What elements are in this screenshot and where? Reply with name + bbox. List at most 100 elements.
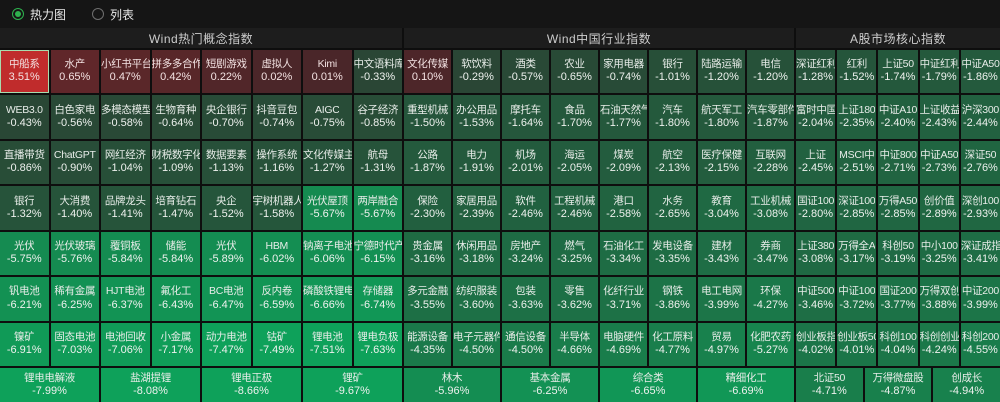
heatmap-cell[interactable]: 沪深300 -2.44%: [960, 95, 1000, 139]
heatmap-cell[interactable]: 精细化工 -6.69%: [698, 367, 794, 402]
heatmap-cell[interactable]: 电信 -1.20%: [747, 50, 794, 94]
heatmap-cell[interactable]: 抖音豆包 -0.74%: [252, 95, 301, 139]
heatmap-cell[interactable]: 深证红利 -1.28%: [796, 50, 836, 94]
heatmap-cell[interactable]: 稀有金属 -6.25%: [50, 277, 99, 321]
heatmap-cell[interactable]: 光伏屋顶 -5.67%: [303, 186, 352, 230]
heatmap-cell[interactable]: 万得微盘股 -4.87%: [864, 367, 932, 402]
heatmap-cell[interactable]: WEB3.0 -0.43%: [0, 95, 49, 139]
heatmap-cell[interactable]: 化工原料 -4.77%: [649, 322, 696, 366]
heatmap-cell[interactable]: HBM -6.02%: [252, 231, 301, 276]
heatmap-cell[interactable]: 中证100 -3.72%: [837, 277, 877, 321]
heatmap-cell[interactable]: 白色家电 -0.56%: [50, 95, 99, 139]
heatmap-cell[interactable]: 小红书平台 0.47%: [101, 50, 150, 94]
heatmap-cell[interactable]: 环保 -4.27%: [747, 277, 794, 321]
heatmap-cell[interactable]: 中证A50 -1.86%: [960, 50, 1000, 94]
heatmap-cell[interactable]: 数据要素 -1.13%: [202, 140, 251, 185]
heatmap-cell[interactable]: 航空 -2.13%: [649, 140, 696, 185]
heatmap-cell[interactable]: 综合类 -6.65%: [600, 367, 696, 402]
heatmap-cell[interactable]: 电工电网 -3.99%: [698, 277, 745, 321]
heatmap-cell[interactable]: 陆路运输 -1.20%: [698, 50, 745, 94]
heatmap-cell[interactable]: 上证 -2.45%: [796, 140, 836, 185]
heatmap-cell[interactable]: 国证100 -2.80%: [796, 186, 836, 230]
heatmap-cell[interactable]: 工业机械 -3.08%: [747, 186, 794, 230]
heatmap-cell[interactable]: 锂电电解液 -7.99%: [0, 367, 99, 402]
heatmap-cell[interactable]: 镍矿 -6.91%: [0, 322, 49, 366]
heatmap-cell[interactable]: 锂电池 -7.51%: [303, 322, 352, 366]
heatmap-cell[interactable]: 银行 -1.01%: [649, 50, 696, 94]
heatmap-cell[interactable]: 医疗保健 -2.15%: [698, 140, 745, 185]
heatmap-cell[interactable]: 深证成指 -3.41%: [960, 231, 1000, 276]
heatmap-cell[interactable]: 大消费 -1.40%: [50, 186, 99, 230]
heatmap-cell[interactable]: 家居用品 -2.39%: [453, 186, 500, 230]
heatmap-cell[interactable]: 中证A10 -2.40%: [878, 95, 918, 139]
heatmap-cell[interactable]: 化纤行业 -3.71%: [600, 277, 647, 321]
heatmap-cell[interactable]: 煤炭 -2.09%: [600, 140, 647, 185]
heatmap-cell[interactable]: 小金属 -7.17%: [151, 322, 200, 366]
heatmap-cell[interactable]: 互联网 -2.28%: [747, 140, 794, 185]
heatmap-cell[interactable]: Kimi 0.01%: [303, 50, 352, 94]
heatmap-cell[interactable]: 锂电负极 -7.63%: [353, 322, 402, 366]
heatmap-cell[interactable]: 宁德时代产 -6.15%: [353, 231, 402, 276]
heatmap-cell[interactable]: 教育 -3.04%: [698, 186, 745, 230]
heatmap-cell[interactable]: 港口 -2.58%: [600, 186, 647, 230]
heatmap-cell[interactable]: 万得双创 -3.88%: [919, 277, 959, 321]
heatmap-cell[interactable]: 固态电池 -7.03%: [50, 322, 99, 366]
heatmap-cell[interactable]: 重型机械 -1.50%: [404, 95, 451, 139]
heatmap-cell[interactable]: 直播带货 -0.86%: [0, 140, 49, 185]
heatmap-cell[interactable]: 锂电正极 -8.66%: [202, 367, 301, 402]
heatmap-cell[interactable]: 磷酸铁锂电 -6.66%: [303, 277, 352, 321]
heatmap-cell[interactable]: 林木 -5.96%: [404, 367, 500, 402]
heatmap-cell[interactable]: 生物育种 -0.64%: [151, 95, 200, 139]
heatmap-cell[interactable]: 钒电池 -6.21%: [0, 277, 49, 321]
heatmap-cell[interactable]: HJT电池 -6.37%: [101, 277, 150, 321]
heatmap-cell[interactable]: 央企 -1.52%: [202, 186, 251, 230]
heatmap-cell[interactable]: 电子元器件 -4.50%: [453, 322, 500, 366]
heatmap-cell[interactable]: 科创200 -4.55%: [960, 322, 1000, 366]
heatmap-cell[interactable]: 深创100 -2.93%: [960, 186, 1000, 230]
heatmap-cell[interactable]: 科创创业 -4.24%: [919, 322, 959, 366]
heatmap-cell[interactable]: 万得A50 -2.85%: [878, 186, 918, 230]
heatmap-cell[interactable]: 中船系 3.51%: [0, 50, 49, 94]
heatmap-cell[interactable]: 汽车零部件 -1.87%: [747, 95, 794, 139]
heatmap-cell[interactable]: 储能 -5.84%: [151, 231, 200, 276]
heatmap-cell[interactable]: 上证50 -1.74%: [878, 50, 918, 94]
heatmap-cell[interactable]: 中文语料库 -0.33%: [353, 50, 402, 94]
heatmap-cell[interactable]: MSCI中 -2.51%: [837, 140, 877, 185]
heatmap-cell[interactable]: 电力 -1.91%: [453, 140, 500, 185]
heatmap-cell[interactable]: 酒类 -0.57%: [502, 50, 549, 94]
heatmap-cell[interactable]: 工程机械 -2.46%: [551, 186, 598, 230]
heatmap-cell[interactable]: ChatGPT -0.90%: [50, 140, 99, 185]
heatmap-cell[interactable]: 休闲用品 -3.18%: [453, 231, 500, 276]
heatmap-cell[interactable]: 富时中国 -2.04%: [796, 95, 836, 139]
heatmap-cell[interactable]: 汽车 -1.80%: [649, 95, 696, 139]
heatmap-cell[interactable]: 光伏 -5.75%: [0, 231, 49, 276]
heatmap-cell[interactable]: 创业板50 -4.01%: [837, 322, 877, 366]
heatmap-cell[interactable]: 拼多多合作 0.42%: [151, 50, 200, 94]
heatmap-cell[interactable]: 科创100 -4.04%: [878, 322, 918, 366]
heatmap-cell[interactable]: 机场 -2.01%: [502, 140, 549, 185]
heatmap-cell[interactable]: 水产 0.65%: [50, 50, 99, 94]
heatmap-cell[interactable]: 操作系统 -1.16%: [252, 140, 301, 185]
heatmap-cell[interactable]: 两岸融合 -5.67%: [353, 186, 402, 230]
heatmap-cell[interactable]: 上证收益 -2.43%: [919, 95, 959, 139]
heatmap-cell[interactable]: 家用电器 -0.74%: [600, 50, 647, 94]
heatmap-cell[interactable]: 红利 -1.52%: [837, 50, 877, 94]
heatmap-cell[interactable]: 宇树机器人 -1.58%: [252, 186, 301, 230]
heatmap-cell[interactable]: 多元金融 -3.55%: [404, 277, 451, 321]
heatmap-cell[interactable]: 钢铁 -3.86%: [649, 277, 696, 321]
heatmap-cell[interactable]: 上证380 -3.08%: [796, 231, 836, 276]
heatmap-cell[interactable]: 通信设备 -4.50%: [502, 322, 549, 366]
heatmap-cell[interactable]: 电脑硬件 -4.69%: [600, 322, 647, 366]
heatmap-cell[interactable]: 国证200 -3.77%: [878, 277, 918, 321]
heatmap-cell[interactable]: 燃气 -3.25%: [551, 231, 598, 276]
heatmap-cell[interactable]: 光伏 -5.89%: [202, 231, 251, 276]
heatmap-cell[interactable]: 贸易 -4.97%: [698, 322, 745, 366]
view-toggle-list[interactable]: 列表: [92, 6, 134, 23]
heatmap-cell[interactable]: 中证500 -3.46%: [796, 277, 836, 321]
heatmap-cell[interactable]: 石油天然气 -1.77%: [600, 95, 647, 139]
heatmap-cell[interactable]: 中小100 -3.25%: [919, 231, 959, 276]
view-toggle-heatmap[interactable]: 热力图: [12, 6, 66, 23]
heatmap-cell[interactable]: 保险 -2.30%: [404, 186, 451, 230]
heatmap-cell[interactable]: 央企银行 -0.70%: [202, 95, 251, 139]
heatmap-cell[interactable]: 光伏玻璃 -5.76%: [50, 231, 99, 276]
